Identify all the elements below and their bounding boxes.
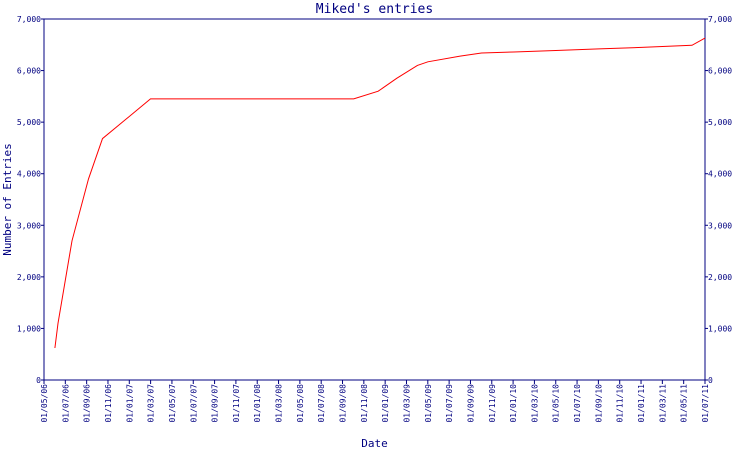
x-tick-label: 01/01/11 <box>637 384 646 423</box>
x-tick-label: 01/01/10 <box>509 384 518 423</box>
x-tick-label: 01/11/08 <box>360 384 369 423</box>
y-tick-label-left: 3,000 <box>17 221 41 230</box>
series-group <box>54 37 706 349</box>
x-tick-label: 01/09/08 <box>339 384 348 423</box>
y-tick-label-right: 1,000 <box>708 324 732 333</box>
y-tick-label-left: 2,000 <box>17 273 41 282</box>
x-tick-label: 01/03/11 <box>658 384 667 423</box>
x-tick-label: 01/03/07 <box>147 384 156 423</box>
x-tick-label: 01/05/06 <box>40 384 49 423</box>
x-tick-label: 01/05/08 <box>296 384 305 423</box>
x-axis-label: Date <box>361 437 388 450</box>
y-tick-label-left: 5,000 <box>17 118 41 127</box>
x-tick-label: 01/05/10 <box>552 384 561 423</box>
y-tick-label-right: 5,000 <box>708 118 732 127</box>
x-tick-label: 01/07/11 <box>701 384 710 423</box>
y-tick-label-left: 6,000 <box>17 67 41 76</box>
x-tick-label: 01/05/07 <box>168 384 177 423</box>
chart-title: Miked's entries <box>316 2 433 17</box>
y-tick-label-left: 7,000 <box>17 15 41 24</box>
x-tick-label: 01/11/06 <box>104 384 113 423</box>
x-tick-label: 01/01/09 <box>381 384 390 423</box>
y-tick-label-left: 0 <box>36 376 41 385</box>
x-tick-label: 01/11/07 <box>232 384 241 423</box>
y-tick-label-right: 0 <box>708 376 713 385</box>
x-tick-label: 01/07/06 <box>61 384 70 423</box>
x-ticks: 01/05/06 01/07/06 01/09/06 01/11/06 01/01/07… <box>40 380 710 423</box>
x-tick-label: 01/09/10 <box>594 384 603 423</box>
y-tick-label-right: 6,000 <box>708 67 732 76</box>
x-tick-label: 01/07/07 <box>189 384 198 423</box>
plot-frame <box>43 18 706 381</box>
x-tick-label: 01/07/09 <box>445 384 454 423</box>
y-tick-label-right: 2,000 <box>708 273 732 282</box>
axes-group <box>43 18 706 381</box>
x-tick-label: 01/11/10 <box>616 384 625 423</box>
x-tick-label: 01/05/11 <box>680 384 689 423</box>
x-tick-label: 01/03/09 <box>402 384 411 423</box>
x-tick-label: 01/11/09 <box>488 384 497 423</box>
x-tick-label: 01/07/10 <box>573 384 582 423</box>
series-line <box>54 37 706 349</box>
x-tick-label: 01/03/10 <box>530 384 539 423</box>
x-tick-label: 01/09/06 <box>83 384 92 423</box>
y-tick-label-right: 7,000 <box>708 15 732 24</box>
x-tick-label: 01/09/07 <box>211 384 220 423</box>
y-tick-label-left: 4,000 <box>17 170 41 179</box>
y-axis-label: Number of Entries <box>1 143 14 256</box>
x-tick-label: 01/03/08 <box>275 384 284 423</box>
y-tick-label-right: 4,000 <box>708 170 732 179</box>
x-tick-label: 01/07/08 <box>317 384 326 423</box>
x-tick-label: 01/09/09 <box>466 384 475 423</box>
y-ticks-right: 0 1,000 2,000 3,000 4,000 5,000 6,000 7,000 <box>705 15 732 385</box>
x-tick-label: 01/01/08 <box>253 384 262 423</box>
y-tick-label-left: 1,000 <box>17 324 41 333</box>
y-ticks-left: 0 1,000 2,000 3,000 4,000 5,000 6,000 7,000 <box>17 15 44 385</box>
x-tick-label: 01/01/07 <box>125 384 134 423</box>
x-tick-label: 01/05/09 <box>424 384 433 423</box>
y-tick-label-right: 3,000 <box>708 221 732 230</box>
